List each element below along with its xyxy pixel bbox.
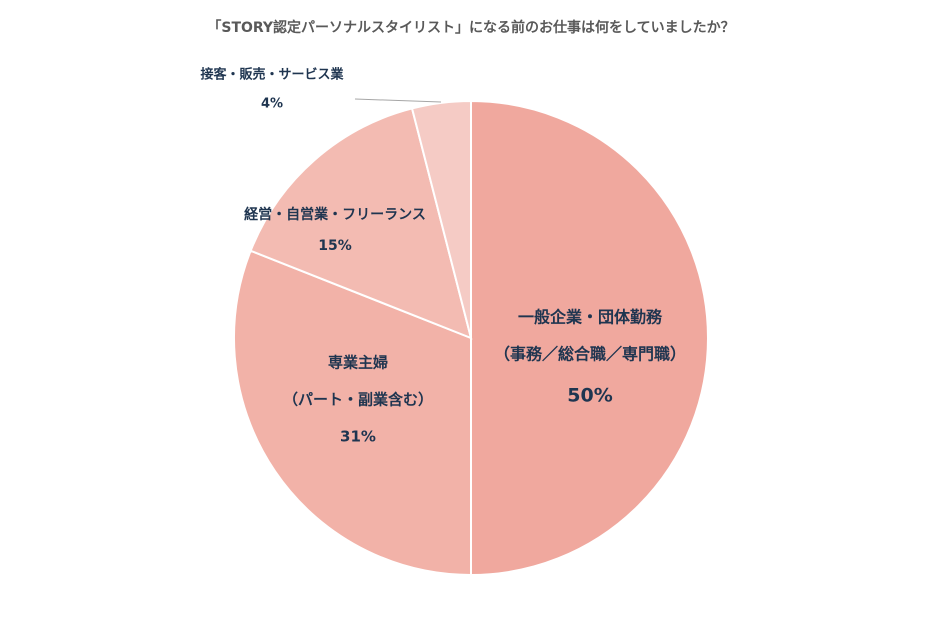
slice-label: （事務／総合職／専門職） <box>494 345 686 364</box>
slice-label: 接客・販売・サービス業 <box>200 67 344 83</box>
value-label: 4% <box>261 97 283 112</box>
chart-title: 「STORY認定パーソナルスタイリスト」になる前のお仕事は何をしていましたか？ <box>207 19 734 36</box>
slice-label: 一般企業・団体勤務 <box>518 308 663 327</box>
pie-slice <box>410 99 472 339</box>
slice-label: （パート・副業含む） <box>283 391 433 409</box>
value-label: 15% <box>318 238 352 254</box>
value-label: 50% <box>567 385 612 407</box>
value-label: 31% <box>340 428 376 446</box>
leader-line <box>354 98 442 103</box>
pie-slice <box>233 249 472 577</box>
pie-slice <box>470 99 709 577</box>
pie-slice <box>249 107 473 340</box>
slice-label: 経営・自営業・フリーランス <box>244 206 426 223</box>
slice-label: 専業主婦 <box>328 354 388 372</box>
